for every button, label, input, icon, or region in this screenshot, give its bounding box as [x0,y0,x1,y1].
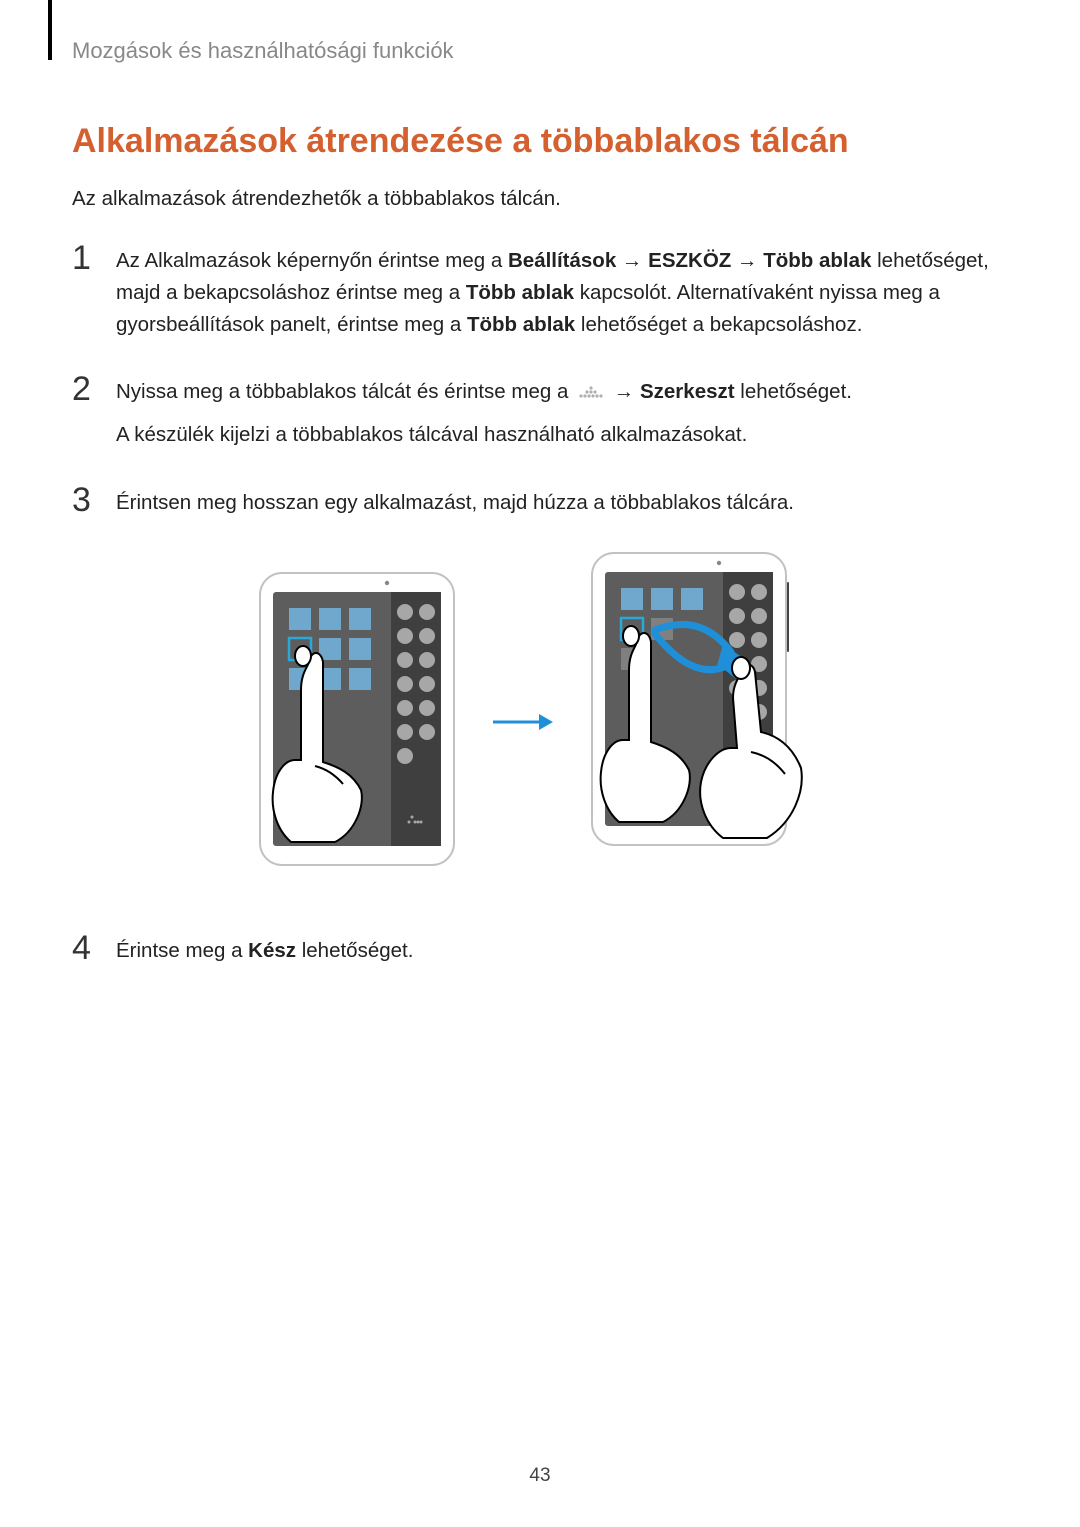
step-1: 1 Az Alkalmazások képernyőn érintse meg … [72,241,1008,350]
step-3: 3 Érintsen meg hosszan egy alkalmazást, … [72,483,1008,529]
step-number-3: 3 [72,483,116,517]
arrow-icon [491,710,555,734]
header-rule [48,0,52,60]
breadcrumb: Mozgások és használhatósági funkciók [72,38,1008,64]
page-number: 43 [0,1465,1080,1487]
step-2-text-2: A készülék kijelzi a többablakos tálcáva… [116,419,852,451]
step-4: 4 Érintse meg a Kész lehetőséget. [72,931,1008,977]
step-number-1: 1 [72,241,116,275]
step-4-text: Érintse meg a Kész lehetőséget. [116,935,413,967]
step-number-4: 4 [72,931,116,965]
step-number-2: 2 [72,372,116,406]
step-2-text-1: Nyissa meg a többablakos tálcát és érint… [116,376,852,408]
step-1-text: Az Alkalmazások képernyőn érintse meg a … [116,245,1008,340]
illustration-right [591,552,821,891]
handle-dots-icon [577,377,605,409]
section-title: Alkalmazások átrendezése a többablakos t… [72,122,1008,161]
illustration-row [72,552,1008,891]
step-3-text: Érintsen meg hosszan egy alkalmazást, ma… [116,487,794,519]
step-2: 2 Nyissa meg a többablakos tálcát és éri… [72,372,1008,460]
illustration-left [259,572,455,871]
intro-text: Az alkalmazások átrendezhetők a többabla… [72,187,1008,211]
